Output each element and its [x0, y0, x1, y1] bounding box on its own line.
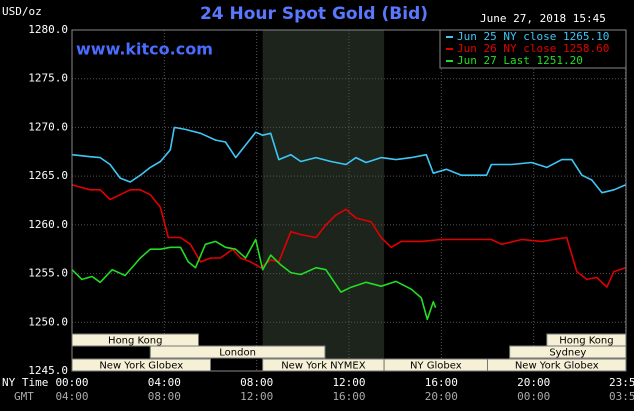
y-tick-label: 1265.0 [28, 169, 68, 182]
x-tick-label: 16:00 [425, 376, 458, 389]
timestamp: June 27, 2018 15:45 [480, 12, 606, 25]
x-tick-label: 23:59 [609, 376, 634, 389]
y-tick-label: 1260.0 [28, 218, 68, 231]
session-label: Hong Kong [559, 336, 613, 347]
y-tick-label: 1280.0 [28, 23, 68, 36]
session-label: New York Globex [99, 361, 183, 372]
chart-title: 24 Hour Spot Gold (Bid) [200, 4, 428, 24]
session-bar [149, 345, 326, 359]
session-shade [262, 30, 385, 371]
session-label: NY Globex [410, 361, 462, 372]
source: www.kitco.com [76, 40, 213, 59]
session-label: London [219, 348, 256, 359]
x2-tick-label: 20:00 [425, 390, 458, 403]
legend-entry: Jun 27 Last 1251.20 [457, 54, 583, 67]
session-label: Hong Kong [108, 336, 162, 347]
session-bar [487, 358, 627, 372]
y-tick-label: 1270.0 [28, 120, 68, 133]
price-line [71, 238, 437, 321]
price-line [71, 126, 626, 194]
session-label: New York Globex [515, 361, 599, 372]
y-axis-label: USD/oz [2, 5, 42, 18]
legend-entry: Jun 26 NY close 1258.60 [457, 42, 609, 55]
y-tick-label: 1245.0 [28, 364, 68, 377]
session-bar [509, 345, 627, 359]
plot-back [262, 30, 385, 371]
x-tick-label: 08:00 [240, 376, 273, 389]
y-tick-label: 1275.0 [28, 72, 68, 85]
overlay: Hong Kong London New York Globex New York N… [28, 23, 634, 403]
price-line [71, 184, 626, 288]
x-tick-label: 12:00 [332, 376, 365, 389]
x2-tick-label: 16:00 [332, 390, 365, 403]
session-label: Sydney [549, 348, 586, 359]
y-tick-label: 1255.0 [28, 267, 68, 280]
session-bar [71, 333, 199, 347]
x2-tick-label: 12:00 [240, 390, 273, 403]
legend-entry: Jun 25 NY close 1265.10 [457, 30, 609, 43]
session-label: New York NYMEX [281, 361, 366, 372]
legend [439, 29, 627, 69]
y-tick-label: 1250.0 [28, 315, 68, 328]
x-axis-label: NY Time [2, 376, 48, 389]
x2-tick-label: 04:00 [55, 390, 88, 403]
x2-tick-label: 03:59 [609, 390, 634, 403]
x2-tick-label: 08:00 [148, 390, 181, 403]
x2-tick-label: 00:00 [517, 390, 550, 403]
x-tick-label: 20:00 [517, 376, 550, 389]
x-tick-label: 00:00 [55, 376, 88, 389]
x-tick-label: 04:00 [148, 376, 181, 389]
x2-axis-label: GMT [14, 390, 34, 403]
lines [71, 126, 626, 321]
session-bar [71, 358, 211, 372]
